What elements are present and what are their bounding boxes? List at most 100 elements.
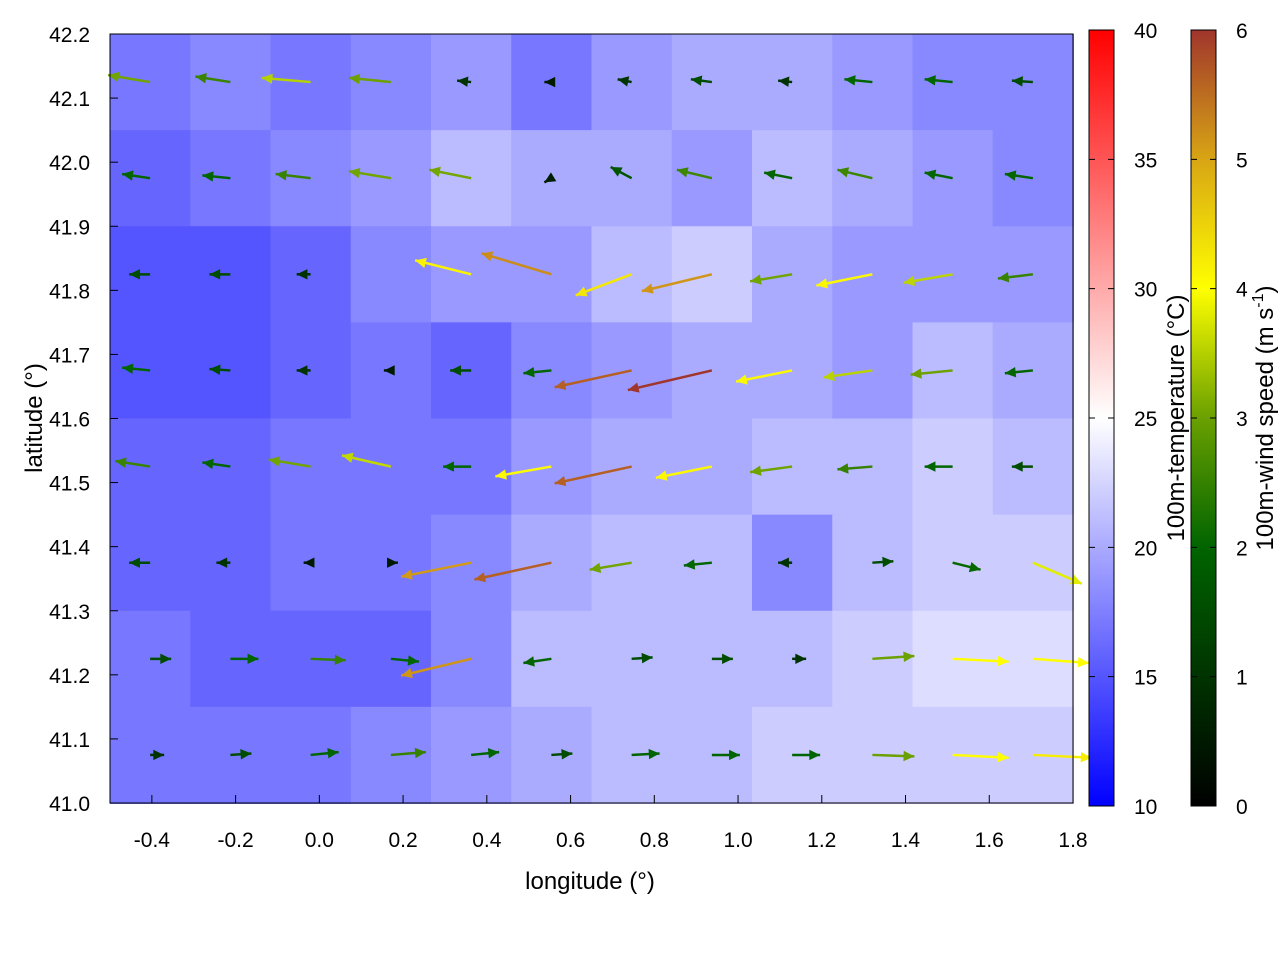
temperature-cell (591, 514, 673, 612)
wind-arrow-head (195, 73, 207, 84)
wind-arrow-head (261, 73, 273, 84)
wind-arrow-head (544, 172, 557, 183)
temperature-colorbar-ticks: 10 15 20 25 30 35 40 (1089, 20, 1157, 819)
wind-arrow-shaft (481, 252, 552, 276)
temperature-cell (270, 130, 352, 228)
temperature-cell (591, 226, 673, 324)
wind-arrow-head (778, 557, 789, 568)
wind-arrow-head (729, 749, 740, 761)
wind-arrow-head (554, 475, 567, 487)
temperature-cell (591, 130, 673, 228)
y-tick-label: 41.2 (49, 665, 90, 688)
wind-arrow-head (1004, 366, 1017, 378)
colorbar-tick-label: 6 (1236, 20, 1248, 43)
temperature-cell (270, 226, 352, 324)
x-axis: -0.4 -0.2 0.0 0.2 0.4 0.6 0.8 1.0 1.2 1.4 1.6 1.8 (134, 795, 1088, 852)
wind-arrow-head (722, 653, 733, 665)
wind-arrow-head (903, 651, 915, 662)
temperature-cell (671, 34, 753, 132)
temperature-cell (190, 322, 272, 420)
wind-arrow-head (823, 370, 835, 382)
wind-arrow-head (429, 166, 441, 178)
wind-arrow-head (122, 170, 134, 181)
wind-arrow-head (202, 458, 214, 470)
temperature-cell (350, 130, 432, 228)
wind-arrow-head (561, 749, 573, 760)
wind-arrow-head (348, 73, 361, 85)
temperature-cell (431, 322, 513, 420)
temperature-cell (511, 226, 593, 324)
wind-arrow-head (275, 170, 287, 181)
wind-arrow-head (903, 750, 915, 762)
temperature-cell (350, 418, 432, 516)
temperature-cell (671, 130, 753, 228)
temperature-cell (190, 34, 272, 132)
wind-arrow-head (401, 569, 413, 580)
y-tick-label: 42.1 (49, 88, 90, 111)
colorbar-tick-label: 40 (1134, 20, 1157, 43)
temperature-cell (110, 226, 192, 324)
y-tick-label: 41.5 (49, 473, 90, 496)
temperature-cell (752, 226, 834, 324)
temperature-cell (832, 322, 914, 420)
temperature-cell (832, 130, 914, 228)
temperature-cell (431, 130, 513, 228)
y-tick-label: 41.9 (49, 216, 90, 239)
wind-arrow-head (414, 747, 426, 759)
temperature-cell (671, 226, 753, 324)
temperature-cell (110, 322, 192, 420)
colorbar-tick-label: 2 (1236, 537, 1248, 560)
x-tick-label: 0.4 (472, 829, 502, 852)
colorbar-tick-label: 25 (1134, 408, 1157, 431)
y-tick-label: 42.2 (49, 24, 90, 47)
colorbar-tick-label: 1 (1236, 667, 1248, 690)
x-tick-label: 1.6 (975, 829, 1004, 852)
temperature-cell (511, 610, 593, 708)
temperature-cell (270, 322, 352, 420)
x-tick-label: 1.0 (723, 829, 752, 852)
wind-arrow-shaft (641, 273, 713, 293)
wind-arrow-head (415, 257, 427, 268)
temperature-cell (912, 130, 994, 228)
wind-arrow-head (209, 269, 221, 280)
temperature-cell (752, 322, 834, 420)
wind-arrow-shaft (554, 369, 632, 389)
wind-arrow-head (676, 167, 689, 178)
wind-arrow-shaft (554, 465, 632, 485)
wind-arrow-head (690, 75, 703, 86)
wind-arrow-head (809, 749, 821, 761)
wind-arrow-head (450, 365, 461, 376)
wind-arrow-head (296, 365, 308, 376)
x-tick-label: -0.4 (134, 829, 171, 852)
temperature-cell (912, 322, 994, 420)
wind-arrow-head (997, 272, 1010, 283)
wind-arrow-head (129, 557, 140, 568)
wind-arrow-head (1011, 461, 1023, 472)
wind-colorbar-label: 100m-wind speed (m s-1) (1250, 286, 1279, 551)
wind-arrow-head (997, 751, 1009, 763)
wind-label-sup: -1 (1250, 293, 1267, 307)
temperature-cell (591, 322, 673, 420)
wind-arrow-head (641, 283, 654, 294)
wind-arrow-head (341, 452, 354, 463)
wind-arrow-head (296, 269, 308, 280)
temperature-cell (431, 514, 513, 612)
temperature-cell (110, 418, 192, 516)
temperature-cell (992, 34, 1074, 132)
wind-arrow-head (882, 556, 894, 568)
wind-arrow-head (247, 653, 259, 665)
wind-arrow-head (648, 748, 660, 760)
wind-arrow-head (523, 366, 535, 378)
wind-arrow-head (383, 365, 395, 376)
wind-arrow-head (655, 470, 668, 481)
wind-arrow-head (627, 382, 640, 393)
temperature-cell (671, 418, 753, 516)
colorbar-tick-label: 20 (1134, 537, 1157, 560)
wind-arrow-head (968, 562, 981, 573)
wind-arrow-head (837, 463, 849, 474)
wind-arrow-head (115, 457, 127, 468)
temperature-cell (752, 418, 834, 516)
temperature-cell (431, 34, 513, 132)
colorbar-tick-label: 0 (1236, 796, 1248, 819)
wind-arrow-head (1004, 170, 1017, 181)
